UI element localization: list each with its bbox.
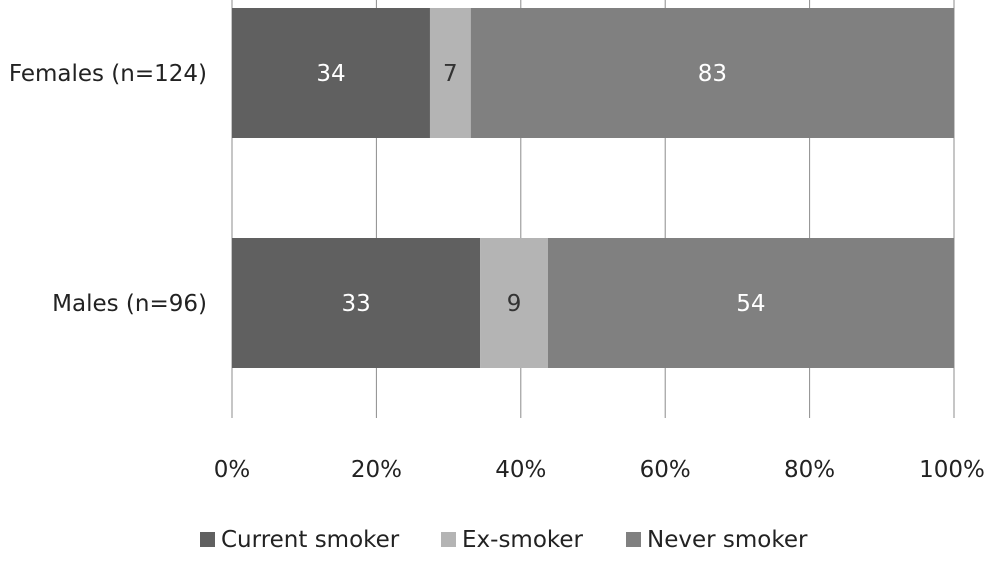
data-label: 9: [507, 291, 522, 317]
category-labels: Females (n=124) Males (n=96): [9, 61, 207, 317]
x-tick-label: 20%: [351, 457, 402, 483]
data-label: 34: [316, 61, 345, 87]
x-tick-label: 0%: [214, 457, 251, 483]
bar-segment-current-smoker: [232, 238, 481, 368]
data-label: 83: [698, 61, 727, 87]
category-label: Males (n=96): [52, 291, 207, 317]
legend-label: Ex-smoker: [462, 527, 584, 553]
bar-segment-ex-smoker: [480, 238, 548, 368]
x-tick-label: 60%: [640, 457, 691, 483]
bar-segment-never-smoker: [470, 8, 954, 138]
bar-segment-ex-smoker: [429, 8, 471, 138]
bars: 34 7 83 33 9 54: [232, 8, 954, 368]
legend-swatch: [200, 532, 215, 547]
data-label: 54: [736, 291, 765, 317]
x-tick-label: 100%: [919, 457, 985, 483]
x-tick-label: 40%: [495, 457, 546, 483]
data-label: 33: [341, 291, 370, 317]
legend-label: Never smoker: [647, 527, 808, 553]
bar-segment-current-smoker: [232, 8, 430, 138]
legend: Current smoker Ex-smoker Never smoker: [200, 527, 808, 553]
x-tick-label: 80%: [784, 457, 835, 483]
x-axis-tick-labels: 0% 20% 40% 60% 80% 100%: [214, 457, 985, 483]
legend-swatch: [626, 532, 641, 547]
category-label: Females (n=124): [9, 61, 207, 87]
legend-label: Current smoker: [221, 527, 400, 553]
data-label: 7: [443, 61, 458, 87]
bar-segment-never-smoker: [547, 238, 954, 368]
legend-swatch: [441, 532, 456, 547]
